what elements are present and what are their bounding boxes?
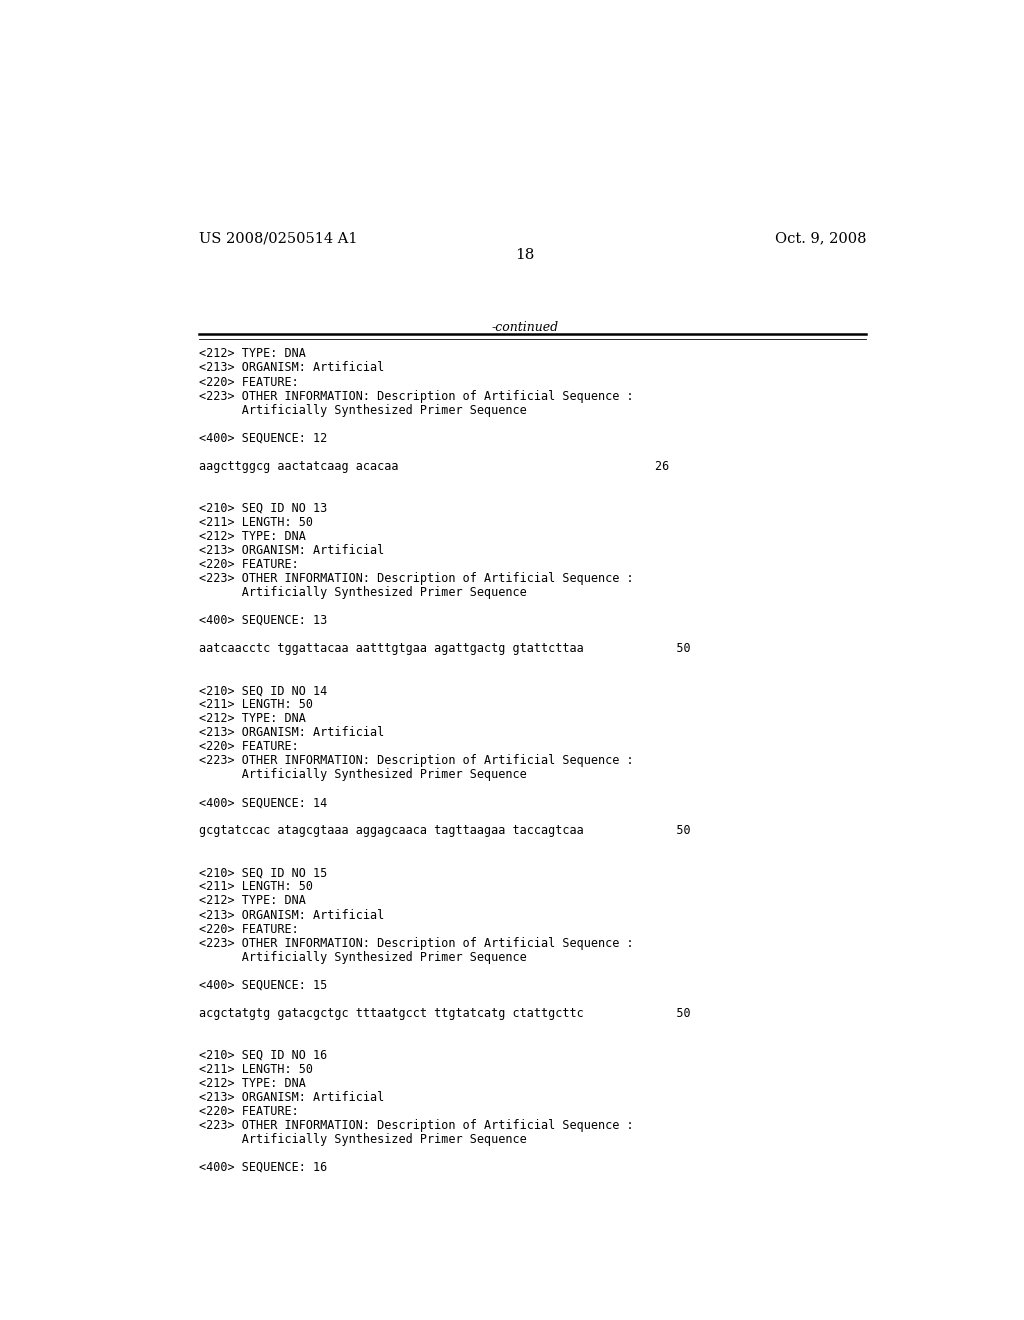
Text: <223> OTHER INFORMATION: Description of Artificial Sequence :: <223> OTHER INFORMATION: Description of … [200,572,634,585]
Text: Artificially Synthesized Primer Sequence: Artificially Synthesized Primer Sequence [200,950,527,964]
Text: <211> LENGTH: 50: <211> LENGTH: 50 [200,1063,313,1076]
Text: -continued: -continued [492,321,558,334]
Text: <400> SEQUENCE: 13: <400> SEQUENCE: 13 [200,614,328,627]
Text: <212> TYPE: DNA: <212> TYPE: DNA [200,347,306,360]
Text: Artificially Synthesized Primer Sequence: Artificially Synthesized Primer Sequence [200,586,527,599]
Text: <210> SEQ ID NO 13: <210> SEQ ID NO 13 [200,502,328,515]
Text: US 2008/0250514 A1: US 2008/0250514 A1 [200,231,358,246]
Text: gcgtatccac atagcgtaaa aggagcaaca tagttaagaa taccagtcaa             50: gcgtatccac atagcgtaaa aggagcaaca tagttaa… [200,825,691,837]
Text: 18: 18 [515,248,535,261]
Text: <220> FEATURE:: <220> FEATURE: [200,923,299,936]
Text: aagcttggcg aactatcaag acacaa                                    26: aagcttggcg aactatcaag acacaa 26 [200,459,670,473]
Text: <210> SEQ ID NO 16: <210> SEQ ID NO 16 [200,1049,328,1061]
Text: <220> FEATURE:: <220> FEATURE: [200,375,299,388]
Text: <223> OTHER INFORMATION: Description of Artificial Sequence :: <223> OTHER INFORMATION: Description of … [200,754,634,767]
Text: <400> SEQUENCE: 16: <400> SEQUENCE: 16 [200,1162,328,1173]
Text: <212> TYPE: DNA: <212> TYPE: DNA [200,711,306,725]
Text: <210> SEQ ID NO 15: <210> SEQ ID NO 15 [200,866,328,879]
Text: <223> OTHER INFORMATION: Description of Artificial Sequence :: <223> OTHER INFORMATION: Description of … [200,389,634,403]
Text: <223> OTHER INFORMATION: Description of Artificial Sequence :: <223> OTHER INFORMATION: Description of … [200,1119,634,1131]
Text: <212> TYPE: DNA: <212> TYPE: DNA [200,895,306,907]
Text: <400> SEQUENCE: 12: <400> SEQUENCE: 12 [200,432,328,445]
Text: <220> FEATURE:: <220> FEATURE: [200,558,299,570]
Text: <213> ORGANISM: Artificial: <213> ORGANISM: Artificial [200,1090,385,1104]
Text: <211> LENGTH: 50: <211> LENGTH: 50 [200,516,313,529]
Text: <210> SEQ ID NO 14: <210> SEQ ID NO 14 [200,684,328,697]
Text: Oct. 9, 2008: Oct. 9, 2008 [774,231,866,246]
Text: Artificially Synthesized Primer Sequence: Artificially Synthesized Primer Sequence [200,1133,527,1146]
Text: aatcaacctc tggattacaa aatttgtgaa agattgactg gtattcttaa             50: aatcaacctc tggattacaa aatttgtgaa agattga… [200,642,691,655]
Text: <212> TYPE: DNA: <212> TYPE: DNA [200,529,306,543]
Text: <212> TYPE: DNA: <212> TYPE: DNA [200,1077,306,1090]
Text: <213> ORGANISM: Artificial: <213> ORGANISM: Artificial [200,362,385,375]
Text: <211> LENGTH: 50: <211> LENGTH: 50 [200,880,313,894]
Text: <223> OTHER INFORMATION: Description of Artificial Sequence :: <223> OTHER INFORMATION: Description of … [200,937,634,949]
Text: <400> SEQUENCE: 14: <400> SEQUENCE: 14 [200,796,328,809]
Text: acgctatgtg gatacgctgc tttaatgcct ttgtatcatg ctattgcttc             50: acgctatgtg gatacgctgc tttaatgcct ttgtatc… [200,1007,691,1019]
Text: <400> SEQUENCE: 15: <400> SEQUENCE: 15 [200,978,328,991]
Text: <220> FEATURE:: <220> FEATURE: [200,1105,299,1118]
Text: <220> FEATURE:: <220> FEATURE: [200,741,299,754]
Text: <213> ORGANISM: Artificial: <213> ORGANISM: Artificial [200,544,385,557]
Text: <213> ORGANISM: Artificial: <213> ORGANISM: Artificial [200,908,385,921]
Text: Artificially Synthesized Primer Sequence: Artificially Synthesized Primer Sequence [200,768,527,781]
Text: Artificially Synthesized Primer Sequence: Artificially Synthesized Primer Sequence [200,404,527,417]
Text: <213> ORGANISM: Artificial: <213> ORGANISM: Artificial [200,726,385,739]
Text: <211> LENGTH: 50: <211> LENGTH: 50 [200,698,313,711]
